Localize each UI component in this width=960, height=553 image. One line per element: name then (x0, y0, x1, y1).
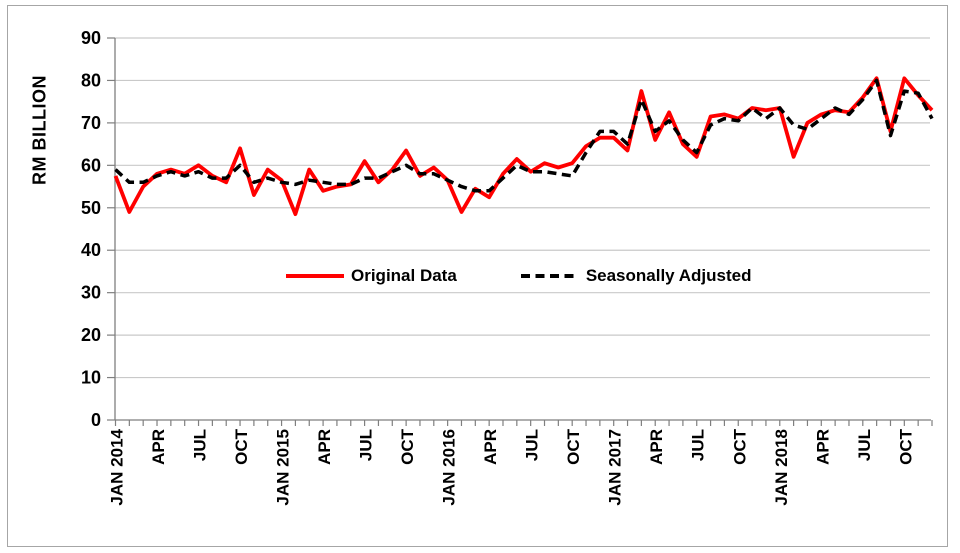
y-axis-title: RM BILLION (29, 75, 50, 185)
legend-item-original-data: Original Data (286, 266, 457, 286)
x-tick-label: OCT (564, 428, 583, 465)
x-tick-label: JAN 2017 (606, 429, 625, 506)
legend-item-seasonally-adjusted: Seasonally Adjusted (520, 266, 752, 286)
legend: Original Data Seasonally Adjusted (286, 266, 751, 286)
x-tick-label: JAN 2014 (108, 428, 127, 505)
y-tick-label: 40 (81, 240, 101, 260)
y-tick-label: 60 (81, 155, 101, 175)
legend-label-seasonally-adjusted: Seasonally Adjusted (585, 266, 752, 285)
x-tick-label: APR (813, 429, 832, 465)
gridlines (115, 37, 930, 379)
series-line-seasonally-adjusted (114, 78, 934, 193)
x-tick-label: OCT (232, 428, 251, 465)
x-tick-label: OCT (398, 428, 417, 465)
seasonally-adjusted-line-sample-icon (520, 274, 579, 278)
y-tick-label: 20 (81, 325, 101, 345)
y-tick-label: 90 (81, 28, 101, 48)
x-tick-label: JUL (191, 429, 210, 461)
x-tick-label: OCT (730, 428, 749, 465)
x-tick-label: JAN 2018 (772, 429, 791, 506)
original-data-line-sample-icon (286, 274, 344, 278)
x-tick-label: APR (315, 429, 334, 465)
figure-border (7, 5, 948, 547)
x-tick-label: JUL (855, 429, 874, 461)
x-tick-label: OCT (896, 428, 915, 465)
x-tick-label: JUL (357, 429, 376, 461)
x-tick-label: APR (481, 429, 500, 465)
series-line-original-data (113, 76, 934, 217)
y-tick-label: 70 (81, 113, 101, 133)
x-tick-label: JAN 2015 (274, 429, 293, 506)
y-tick-label: 80 (81, 70, 101, 90)
y-tick-label: 0 (91, 410, 101, 430)
axis-tick-labels: 0 10 20 30 40 50 60 70 80 90 JAN 2014 APR JUL OCT JAN … (81, 28, 915, 506)
x-tick-label: APR (149, 429, 168, 465)
x-tick-label: JUL (523, 429, 542, 461)
x-tick-label: JAN 2016 (440, 429, 459, 506)
legend-label-original-data: Original Data (351, 266, 457, 285)
axes (107, 37, 933, 426)
y-tick-label: 10 (81, 368, 101, 388)
x-tick-label: APR (647, 429, 666, 465)
x-tick-label: JUL (689, 429, 708, 461)
y-tick-label: 30 (81, 283, 101, 303)
y-tick-label: 50 (81, 198, 101, 218)
